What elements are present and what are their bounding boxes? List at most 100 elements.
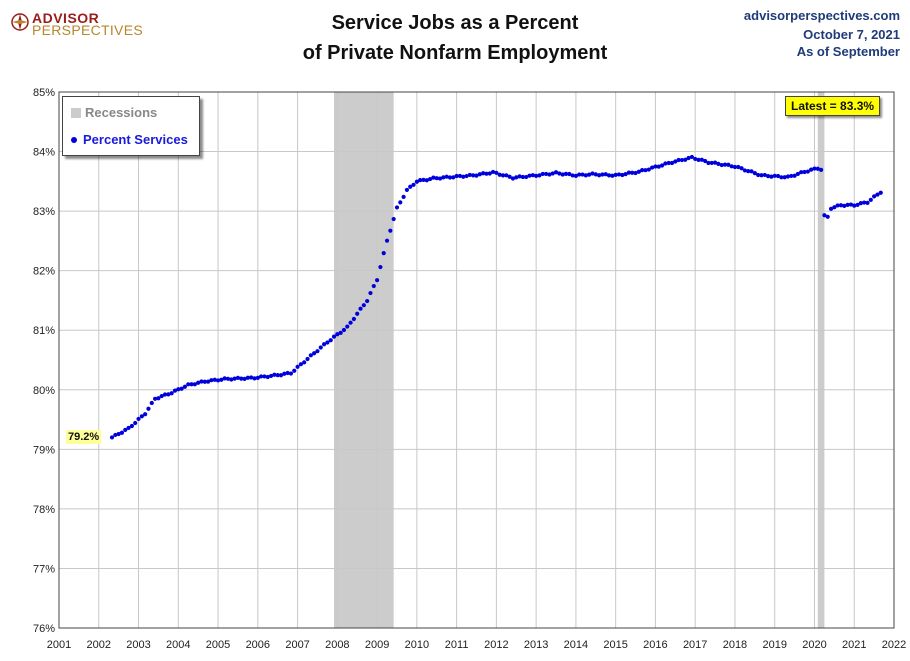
data-point <box>229 377 234 382</box>
data-point <box>832 205 837 210</box>
data-point <box>659 163 665 168</box>
data-point <box>524 174 529 180</box>
data-point <box>862 200 867 205</box>
data-point <box>490 169 496 175</box>
data-point <box>530 173 535 178</box>
data-point <box>752 170 757 176</box>
data-point <box>374 278 380 283</box>
data-point <box>361 303 366 308</box>
data-point <box>517 174 522 179</box>
data-point <box>302 360 307 365</box>
source-site[interactable]: advisorperspectives.com <box>743 8 900 23</box>
data-point <box>113 432 118 438</box>
data-point <box>669 160 675 166</box>
data-point <box>852 203 857 208</box>
data-point <box>358 306 363 311</box>
data-point <box>520 174 525 180</box>
data-point <box>335 332 340 337</box>
data-point <box>656 164 661 169</box>
publish-date: October 7, 2021 <box>803 27 900 42</box>
data-point <box>706 160 711 166</box>
data-point <box>398 200 403 205</box>
data-point <box>437 176 443 181</box>
data-point <box>129 423 134 429</box>
data-point <box>709 160 714 166</box>
data-point <box>686 155 691 161</box>
data-point <box>421 177 426 182</box>
data-point <box>500 173 506 178</box>
data-point <box>242 376 247 382</box>
data-point <box>391 216 396 222</box>
data-point <box>381 251 386 256</box>
data-point <box>292 368 297 373</box>
data-point <box>593 172 598 177</box>
data-point <box>166 392 171 397</box>
data-point <box>411 182 416 187</box>
data-as-of: As of September <box>796 44 900 59</box>
data-point <box>245 375 250 380</box>
x-axis-tick-labels: 2001 2002 2003 2004 2005 2006 2007 2008 2009 2010… <box>47 639 906 651</box>
data-point <box>822 213 827 218</box>
y-tick-label: 85% <box>33 87 55 99</box>
recession-band-2 <box>817 92 825 628</box>
x-tick-label: 2003 <box>126 639 150 651</box>
data-point <box>560 172 565 177</box>
data-point <box>338 330 343 335</box>
x-tick-label: 2016 <box>643 639 667 651</box>
data-point <box>643 168 648 173</box>
data-point <box>308 353 313 358</box>
x-tick-label: 2022 <box>882 639 906 651</box>
data-point <box>321 342 327 347</box>
data-point <box>636 169 641 174</box>
data-point <box>805 169 810 174</box>
first-value-callout: 79.2% <box>66 430 102 444</box>
data-point <box>828 206 834 211</box>
x-tick-label: 2020 <box>802 639 826 651</box>
data-point <box>209 378 214 383</box>
data-point <box>143 412 148 417</box>
data-point <box>484 171 489 176</box>
data-point <box>348 320 353 325</box>
data-point <box>368 290 373 296</box>
data-point <box>782 175 787 180</box>
data-point <box>464 173 469 179</box>
data-point <box>756 172 761 178</box>
data-point <box>712 160 718 165</box>
data-point <box>487 171 492 176</box>
data-point <box>182 384 188 389</box>
data-point <box>252 376 257 381</box>
data-point <box>272 372 277 377</box>
data-point <box>663 161 668 166</box>
y-tick-label: 79% <box>33 444 55 456</box>
data-point <box>812 166 817 171</box>
data-point <box>454 173 459 179</box>
data-point <box>799 170 804 175</box>
data-point <box>355 311 360 316</box>
data-point <box>447 175 453 180</box>
data-point <box>471 173 476 178</box>
data-point <box>722 162 728 167</box>
data-point <box>401 194 406 199</box>
data-point <box>623 172 628 177</box>
data-point <box>152 396 158 401</box>
data-point <box>759 173 764 178</box>
data-point <box>206 379 211 384</box>
y-tick-label: 81% <box>33 325 55 337</box>
data-point <box>570 173 575 178</box>
data-point <box>378 264 383 270</box>
x-tick-label: 2021 <box>842 639 866 651</box>
x-tick-label: 2006 <box>246 639 270 651</box>
data-point <box>189 382 194 387</box>
data-point <box>613 172 618 177</box>
data-point <box>679 157 685 163</box>
y-tick-label: 84% <box>33 147 55 159</box>
data-point <box>371 283 376 289</box>
data-point <box>408 184 413 189</box>
data-point <box>404 187 410 193</box>
data-point <box>394 205 400 210</box>
logo: ADVISOR PERSPECTIVES <box>10 10 143 40</box>
data-point <box>235 375 241 380</box>
data-point <box>212 377 217 382</box>
data-point <box>676 157 681 163</box>
